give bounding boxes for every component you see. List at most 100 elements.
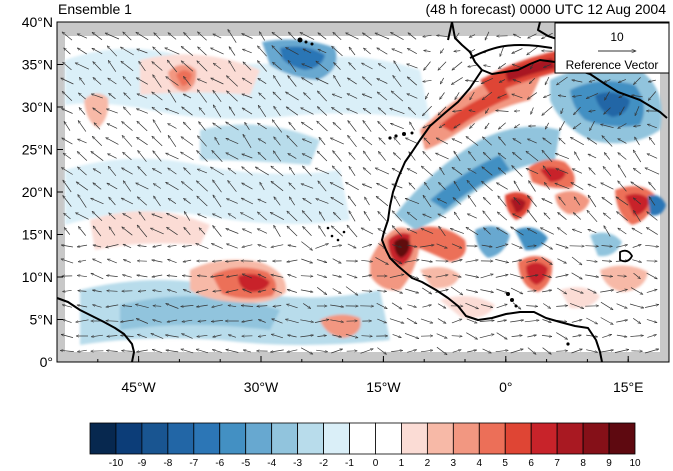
wind-vector xyxy=(438,213,447,219)
wind-vector xyxy=(78,226,86,236)
wind-vector xyxy=(589,167,596,175)
wind-vector xyxy=(64,48,71,55)
wind-vector xyxy=(378,211,387,222)
wind-vector xyxy=(375,32,390,40)
wind-vector xyxy=(483,152,492,161)
wind-vector xyxy=(197,78,207,84)
wind-vector xyxy=(482,91,493,100)
wind-vector xyxy=(632,227,643,235)
wind-vector xyxy=(586,93,599,99)
wind-vector xyxy=(152,274,163,277)
wind-vector xyxy=(242,33,253,39)
wind-vector xyxy=(467,180,478,193)
wind-vector xyxy=(77,33,88,39)
wind-vector xyxy=(257,306,268,307)
wind-vector xyxy=(273,92,282,101)
colorbar-label: 9 xyxy=(606,458,612,469)
wind-vector xyxy=(108,78,117,85)
wind-vector xyxy=(315,244,328,249)
wind-vector xyxy=(167,290,177,293)
wind-vector xyxy=(376,302,388,310)
wind-vector xyxy=(603,166,612,176)
wind-vector xyxy=(467,213,477,219)
wind-vector xyxy=(617,276,626,277)
wind-vector xyxy=(259,32,265,41)
wind-vector xyxy=(347,78,357,85)
wind-vector xyxy=(557,258,566,264)
wind-vector xyxy=(271,166,284,177)
wind-vector xyxy=(466,289,478,293)
wind-vector xyxy=(511,227,524,236)
wind-vector xyxy=(300,289,313,292)
wind-vector xyxy=(123,213,132,219)
wind-vector xyxy=(79,107,86,115)
wind-vector xyxy=(409,183,416,190)
wind-vector xyxy=(633,168,642,175)
wind-vector xyxy=(166,77,179,86)
colorbar-label: 8 xyxy=(580,458,586,469)
wind-vector xyxy=(468,168,477,174)
wind-vector xyxy=(137,93,148,99)
wind-vector xyxy=(454,51,461,52)
wind-vector xyxy=(92,47,103,55)
wind-vector xyxy=(168,198,177,204)
wind-vector xyxy=(498,196,507,207)
wind-vector xyxy=(257,46,267,57)
wind-vector xyxy=(364,197,370,206)
wind-vector xyxy=(616,212,628,221)
wind-vector xyxy=(485,108,489,114)
wind-vector xyxy=(332,94,343,99)
wind-vector xyxy=(544,182,550,190)
wind-vector xyxy=(109,213,116,220)
wind-vector xyxy=(469,110,476,112)
wind-vector xyxy=(212,261,222,262)
wind-vector xyxy=(512,213,522,219)
wind-vector xyxy=(633,77,641,84)
wind-vector xyxy=(76,182,89,191)
wind-vector xyxy=(649,137,656,146)
wind-vector xyxy=(512,94,523,99)
wind-vector xyxy=(331,196,344,206)
wind-vector xyxy=(330,137,344,145)
wind-vector xyxy=(333,122,342,130)
wind-vector xyxy=(422,274,432,277)
map-plot-area: 10 Reference Vector xyxy=(57,22,669,362)
wind-vector xyxy=(543,64,551,68)
wind-vector xyxy=(257,123,267,130)
wind-vector xyxy=(242,167,253,176)
wind-vector xyxy=(361,291,372,292)
wind-vector xyxy=(303,303,311,308)
wind-vector xyxy=(259,93,266,100)
wind-vector xyxy=(496,288,507,293)
wind-vector-field xyxy=(60,29,659,355)
wind-vector xyxy=(349,47,356,56)
wind-vector xyxy=(571,272,583,280)
wind-vector xyxy=(557,287,567,295)
wind-vector xyxy=(498,168,507,175)
wind-vector xyxy=(64,121,71,131)
wind-vector xyxy=(586,259,598,262)
wind-vector xyxy=(376,196,389,207)
wind-vector xyxy=(408,33,417,40)
wind-vector xyxy=(393,75,402,87)
wind-vector xyxy=(616,334,627,337)
wind-vector xyxy=(482,167,493,176)
wind-vector xyxy=(287,211,298,222)
wind-vector xyxy=(529,77,536,84)
wind-vector xyxy=(60,350,74,351)
wind-vector xyxy=(633,126,641,127)
wind-vector xyxy=(152,290,162,292)
wind-vector xyxy=(346,273,357,278)
wind-vector xyxy=(228,180,237,192)
wind-vector xyxy=(527,228,537,234)
wind-vector xyxy=(258,152,267,161)
wind-vector xyxy=(197,136,207,147)
wind-vector xyxy=(509,273,524,278)
wind-vector xyxy=(106,275,118,276)
wind-vector xyxy=(316,77,329,85)
wind-vector xyxy=(122,121,133,131)
colorbar-box xyxy=(167,422,195,455)
wind-vector xyxy=(64,213,71,220)
wind-vector xyxy=(513,138,522,144)
wind-vector xyxy=(557,227,567,235)
